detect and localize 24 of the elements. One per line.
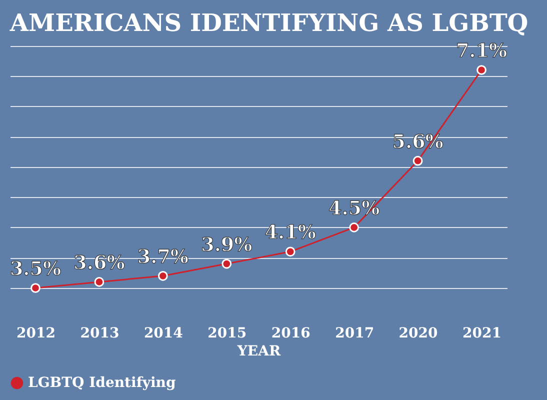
point [94,277,104,287]
x-tick-label: 2021 [462,326,502,342]
data-label: 7.1% [456,40,508,62]
point [412,156,423,166]
data-label: 4.1% [264,222,316,244]
x-tick-label: 2014 [144,326,184,342]
legend-label: LGBTQ Identifying [28,375,176,391]
data-label: 3.5% [10,258,62,280]
point [349,222,360,232]
x-tick-label: 2015 [208,326,247,342]
x-axis-title: YEAR [236,344,281,360]
x-tick-label: 2017 [335,326,374,342]
point [30,283,40,293]
x-tick-label: 2012 [16,326,56,342]
point [476,65,486,75]
x-tick-label: 2013 [80,326,120,342]
point [222,258,232,269]
x-tick-label: 2020 [398,326,438,342]
data-label: 3.9% [201,234,252,256]
point [158,270,168,281]
x-tick-label: 2016 [271,326,310,342]
point [285,246,296,257]
chart-title: AMERICANS IDENTIFYING AS LGBTQ [8,8,528,37]
data-label: 3.6% [74,252,125,274]
